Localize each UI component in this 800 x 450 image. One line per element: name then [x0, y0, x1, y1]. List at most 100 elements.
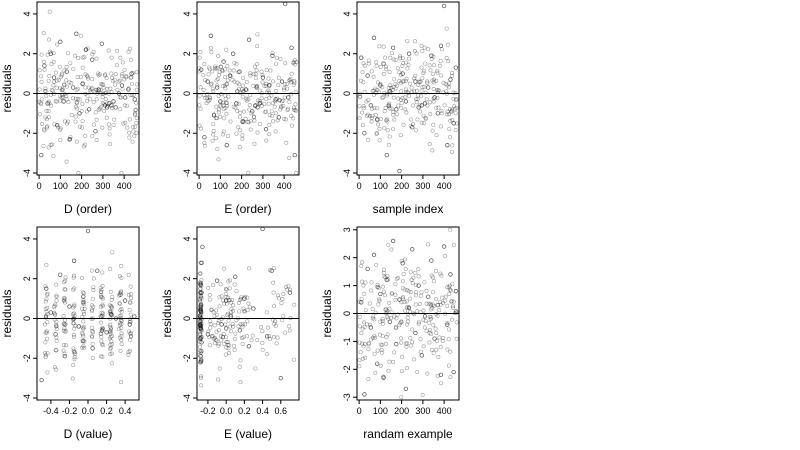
background-point [437, 63, 442, 68]
background-point [198, 360, 203, 365]
background-point [199, 302, 204, 307]
background-point [52, 304, 57, 309]
background-point [100, 95, 105, 100]
background-point [97, 106, 102, 111]
background-point [423, 318, 428, 323]
data-point [104, 105, 110, 110]
background-point [358, 350, 363, 355]
background-point [198, 271, 203, 276]
background-point [117, 323, 122, 328]
background-point [362, 63, 367, 68]
background-point [107, 324, 112, 329]
background-point [64, 64, 69, 69]
background-point [119, 264, 124, 269]
background-point [51, 153, 56, 158]
data-point [359, 300, 364, 305]
background-point [260, 72, 265, 77]
background-point [253, 366, 258, 371]
y-tick-label: -3 [342, 393, 352, 401]
background-point [209, 50, 214, 55]
background-point [71, 305, 76, 310]
background-point [444, 55, 449, 60]
background-point [389, 315, 394, 320]
background-point [237, 309, 242, 314]
background-point [291, 82, 296, 87]
background-point [433, 326, 438, 331]
background-point [70, 96, 75, 101]
background-point [82, 55, 87, 60]
background-point [100, 313, 105, 318]
background-point [134, 87, 139, 92]
background-point [430, 275, 435, 280]
background-point [246, 120, 251, 125]
background-point [220, 132, 225, 137]
background-point [212, 66, 217, 71]
background-point [406, 93, 411, 98]
data-point [205, 332, 211, 337]
background-point [197, 335, 202, 340]
background-point [197, 332, 202, 337]
background-point [270, 119, 275, 124]
background-point [232, 282, 237, 287]
background-point [214, 116, 219, 121]
background-point [48, 49, 53, 54]
background-point [281, 87, 286, 92]
background-point [99, 326, 104, 331]
background-point [214, 308, 219, 313]
background-point [389, 247, 394, 252]
background-point [386, 316, 391, 321]
background-point [428, 100, 433, 105]
background-point [366, 342, 371, 347]
background-point [451, 304, 456, 309]
data-point [264, 334, 270, 339]
background-point [421, 70, 426, 75]
background-point [428, 317, 433, 322]
background-point [434, 312, 439, 317]
background-point [375, 285, 380, 290]
background-point [100, 354, 105, 359]
background-point [98, 285, 103, 290]
background-point [92, 122, 97, 127]
background-point [71, 67, 76, 72]
data-point [260, 226, 265, 232]
background-point [91, 304, 96, 309]
background-point [208, 325, 213, 330]
background-point [198, 281, 203, 286]
background-point [199, 126, 204, 131]
background-point [423, 116, 428, 121]
background-point [376, 122, 381, 127]
background-point [385, 273, 390, 278]
background-point [234, 289, 239, 294]
background-point [431, 122, 436, 127]
background-point [404, 110, 409, 115]
background-point [94, 87, 99, 92]
background-point [45, 291, 50, 296]
background-point [72, 357, 77, 362]
data-point [397, 168, 402, 174]
background-point [128, 331, 133, 336]
background-point [223, 86, 228, 91]
background-point [285, 108, 290, 113]
data-point [283, 1, 288, 7]
background-point [225, 312, 230, 317]
background-point [80, 332, 85, 337]
background-point [283, 82, 288, 87]
background-point [109, 351, 114, 356]
background-point [99, 289, 104, 294]
data-point [132, 314, 137, 319]
background-point [199, 312, 204, 317]
background-point [69, 113, 74, 118]
data-point [200, 244, 205, 250]
data-point [394, 107, 399, 112]
data-point [371, 35, 377, 40]
y-tick-label: -1 [342, 337, 352, 345]
background-point [41, 31, 46, 36]
background-point [453, 106, 458, 111]
background-point [266, 88, 271, 93]
data-point [422, 101, 428, 106]
background-point [448, 135, 453, 140]
background-point [432, 63, 437, 68]
background-point [362, 341, 367, 346]
background-point [199, 303, 204, 308]
